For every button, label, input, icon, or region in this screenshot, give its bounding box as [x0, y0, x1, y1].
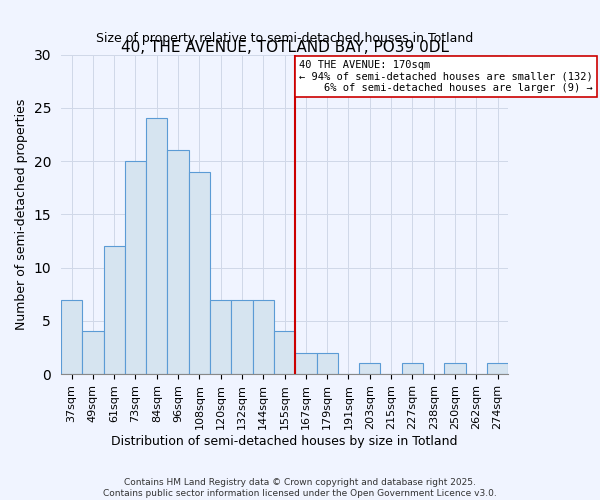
- X-axis label: Distribution of semi-detached houses by size in Totland: Distribution of semi-detached houses by …: [112, 434, 458, 448]
- Bar: [359, 364, 380, 374]
- Bar: [232, 300, 253, 374]
- Bar: [125, 161, 146, 374]
- Bar: [167, 150, 189, 374]
- Bar: [487, 364, 508, 374]
- Bar: [61, 300, 82, 374]
- Bar: [317, 353, 338, 374]
- Bar: [146, 118, 167, 374]
- Bar: [295, 353, 317, 374]
- Text: Contains HM Land Registry data © Crown copyright and database right 2025.
Contai: Contains HM Land Registry data © Crown c…: [103, 478, 497, 498]
- Bar: [402, 364, 423, 374]
- Bar: [274, 332, 295, 374]
- Bar: [189, 172, 210, 374]
- Bar: [210, 300, 232, 374]
- Y-axis label: Number of semi-detached properties: Number of semi-detached properties: [15, 98, 28, 330]
- Bar: [82, 332, 104, 374]
- Text: 40 THE AVENUE: 170sqm
← 94% of semi-detached houses are smaller (132)
    6% of : 40 THE AVENUE: 170sqm ← 94% of semi-deta…: [299, 60, 593, 93]
- Text: Size of property relative to semi-detached houses in Totland: Size of property relative to semi-detach…: [96, 32, 473, 45]
- Bar: [104, 246, 125, 374]
- Title: 40, THE AVENUE, TOTLAND BAY, PO39 0DL: 40, THE AVENUE, TOTLAND BAY, PO39 0DL: [121, 40, 449, 54]
- Bar: [445, 364, 466, 374]
- Bar: [253, 300, 274, 374]
